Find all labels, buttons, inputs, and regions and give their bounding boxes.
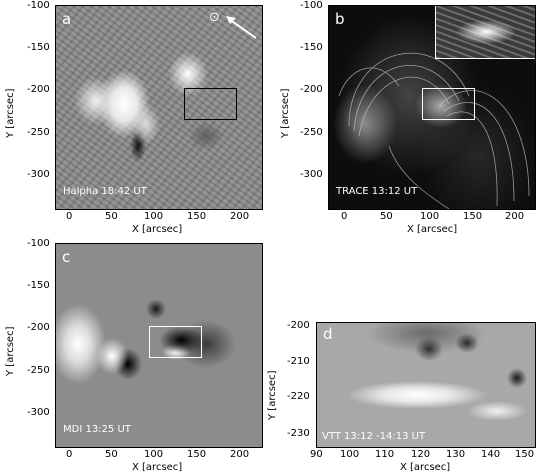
caption: VTT 13:12 -14:13 UT [322,431,426,442]
y-tick: -150 [300,42,323,53]
halpha-image: a ⊙ Halpha 18:42 UT [55,5,263,210]
x-tick: 130 [446,449,466,460]
y-tick: -250 [300,127,323,138]
x-tick: 0 [66,449,73,460]
y-tick: -210 [287,356,310,367]
y-tick: -220 [287,391,310,402]
vtt-image: d VTT 13:12 -14:13 UT [316,322,536,448]
y-axis-label: Y [arcsec] [267,370,278,420]
x-axis-label: X [arcsec] [407,224,458,235]
caption: Halpha 18:42 UT [63,186,147,197]
x-tick: 90 [310,449,323,460]
x-tick: 0 [341,211,348,222]
panel-letter: d [323,325,333,343]
x-tick: 100 [340,449,360,460]
x-tick: 100 [420,211,440,222]
y-tick: -200 [300,84,323,95]
panel-letter: a [62,10,72,28]
x-tick: 120 [411,449,431,460]
inset-image [435,6,535,59]
x-tick: 150 [187,449,207,460]
x-axis-label: X [arcsec] [132,224,183,235]
region-box [422,88,475,120]
x-tick: 100 [144,211,164,222]
y-tick: -230 [287,428,310,439]
x-axis-label: X [arcsec] [132,462,183,473]
y-tick: -300 [27,169,50,180]
x-tick: 140 [481,449,501,460]
y-tick: -200 [287,320,310,331]
panel-letter: b [335,10,345,28]
y-axis-label: Y [arcsec] [5,326,16,376]
coronal-loops [338,52,530,209]
region-box [149,326,202,358]
y-tick: -250 [27,127,50,138]
x-tick: 100 [144,449,164,460]
panel-letter: c [62,248,71,266]
x-tick: 150 [463,211,483,222]
x-tick: 200 [505,211,525,222]
sun-symbol-icon: ⊙ [209,10,220,25]
x-tick: 110 [375,449,395,460]
y-tick: -300 [300,169,323,180]
x-axis-label: X [arcsec] [400,462,451,473]
x-tick: 150 [187,211,207,222]
x-tick: 50 [105,211,118,222]
x-tick: 50 [380,211,393,222]
y-axis-label: Y [arcsec] [5,88,16,138]
x-tick: 200 [230,211,250,222]
y-tick: -200 [27,84,50,95]
y-axis-label: Y [arcsec] [280,88,291,138]
caption: MDI 13:25 UT [63,424,131,435]
y-tick: -150 [27,42,50,53]
caption: TRACE 13:12 UT [336,186,418,197]
trace-image: b TRACE 13:12 UT [328,5,536,210]
mdi-magnetogram: c MDI 13:25 UT [55,243,263,448]
y-tick: -200 [27,322,50,333]
x-tick: 0 [66,211,73,222]
x-tick: 200 [230,449,250,460]
x-tick: 150 [515,449,535,460]
y-tick: -250 [27,365,50,376]
y-tick: -100 [27,238,50,249]
y-tick: -300 [27,407,50,418]
y-tick: -150 [27,280,50,291]
y-tick: -100 [27,0,50,11]
x-tick: 50 [105,449,118,460]
arrow-icon [226,16,257,39]
y-tick: -100 [300,0,323,11]
region-box [184,88,237,120]
